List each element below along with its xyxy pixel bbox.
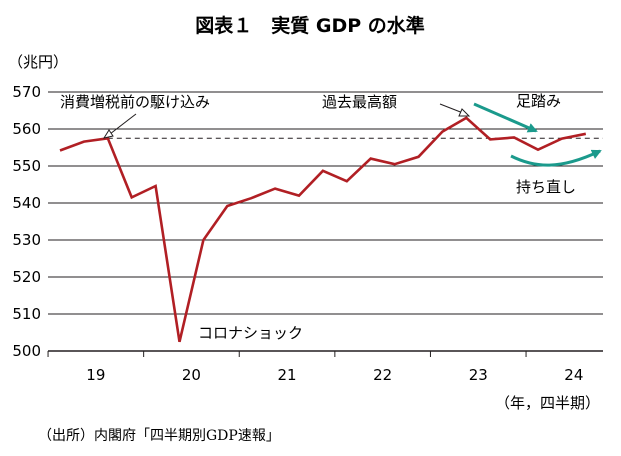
y-tick-label: 510 [12, 305, 41, 323]
stagnation-arrow [473, 102, 538, 133]
y-tick-labels: 500 510 520 530 540 550 560 570 [12, 83, 41, 360]
x-tick-label: 21 [278, 366, 297, 384]
gridlines [48, 91, 603, 352]
recovery-arrow [510, 149, 602, 167]
y-tick-label: 520 [12, 268, 41, 286]
x-tick-label: 22 [373, 366, 392, 384]
source-note: （出所）内閣府「四半期別GDP速報」 [38, 428, 280, 444]
gdp-series [59, 116, 587, 343]
chart-title: 図表１ 実質 GDP の水準 [195, 14, 425, 37]
y-tick-label: 550 [12, 157, 41, 175]
annotation-covid-label: コロナショック [198, 324, 303, 342]
x-tick-label: 20 [182, 366, 201, 384]
annotation-peak-arrowhead [458, 108, 471, 117]
gdp-line [59, 116, 587, 343]
annotation-peak-pointer [439, 103, 464, 114]
y-tick-label: 500 [12, 342, 41, 360]
x-axis-unit: （年，四半期） [495, 394, 600, 412]
y-tick-label: 540 [12, 194, 41, 212]
y-tick-label: 560 [12, 120, 41, 138]
annotation-pre-covid-label: 消費増税前の駆け込み [60, 93, 210, 111]
x-tick-label: 24 [564, 366, 583, 384]
y-axis-unit: （兆円） [8, 53, 68, 71]
x-tick-labels: 19 20 21 22 23 24 [47, 351, 583, 384]
annotation-recovery-label: 持ち直し [516, 178, 576, 196]
annotation-stagnation: 足踏み [473, 92, 561, 133]
annotation-stagnation-label: 足踏み [516, 92, 561, 110]
x-tick-label: 19 [86, 366, 105, 384]
annotation-pre-covid-pointer [109, 113, 137, 135]
x-tick-label: 23 [469, 366, 488, 384]
y-tick-label: 530 [12, 231, 41, 249]
annotation-recovery: 持ち直し [510, 149, 602, 196]
annotation-peak: 過去最高額 [322, 93, 471, 117]
annotation-peak-label: 過去最高額 [322, 93, 397, 111]
y-tick-label: 570 [12, 83, 41, 101]
annotation-pre-covid: 消費増税前の駆け込み [60, 93, 210, 139]
annotation-pre-covid-arrowhead [102, 129, 114, 139]
